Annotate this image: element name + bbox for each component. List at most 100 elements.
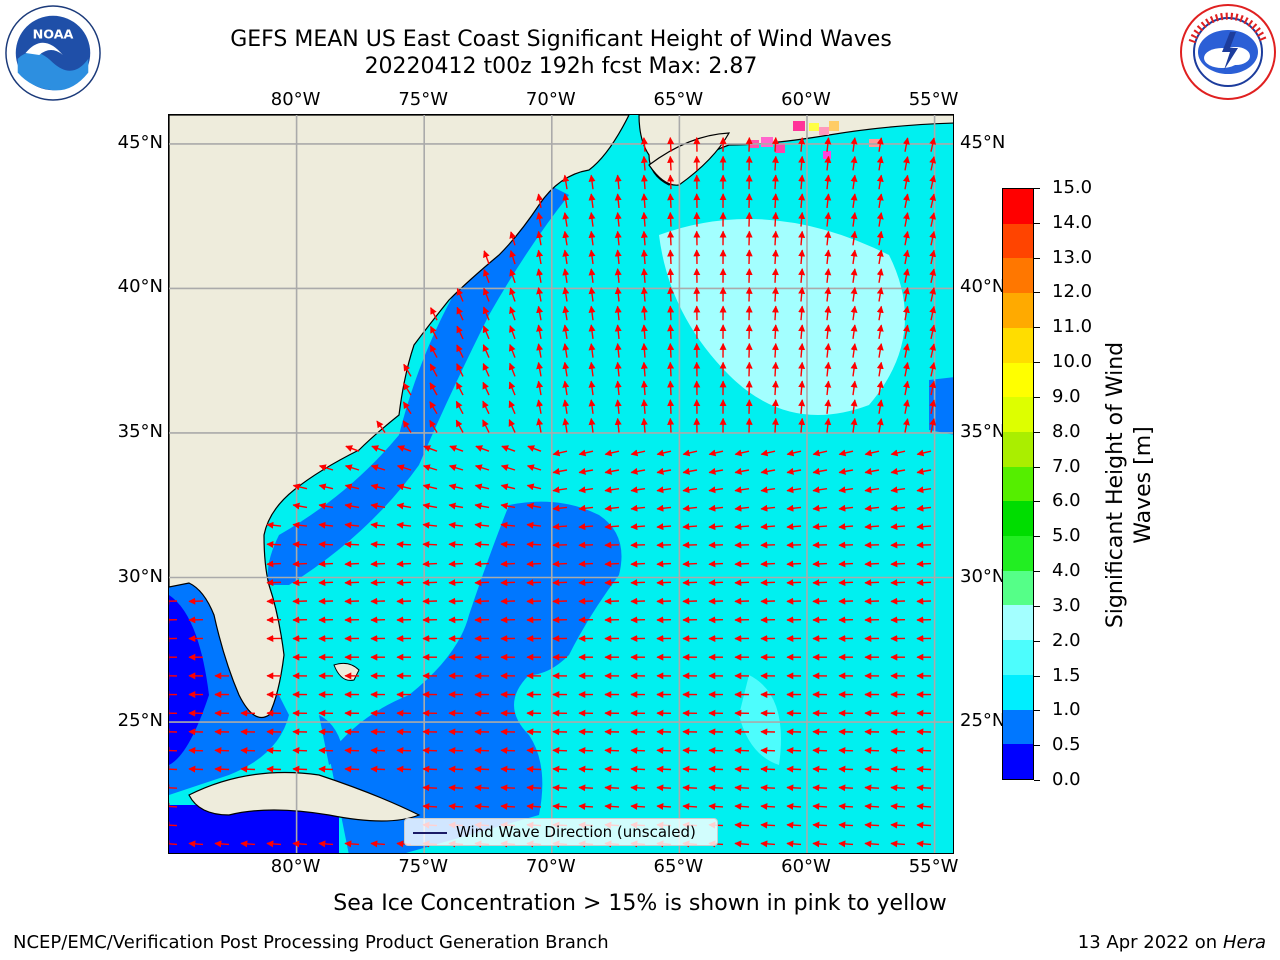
wave-direction-arrow bbox=[614, 230, 622, 246]
wave-direction-arrow bbox=[562, 174, 570, 190]
wave-direction-arrow bbox=[864, 840, 880, 848]
wave-direction-arrow bbox=[344, 840, 360, 848]
latitude-label: 40°N bbox=[117, 276, 163, 298]
wave-direction-arrow bbox=[448, 802, 464, 810]
wave-direction-arrow bbox=[640, 361, 648, 377]
wave-direction-arrow bbox=[916, 802, 932, 810]
wave-direction-arrow bbox=[430, 307, 438, 321]
legend-label: Wind Wave Direction (unscaled) bbox=[456, 823, 696, 841]
longitude-label: 70°W bbox=[525, 856, 576, 877]
colorbar-tick-label: 4.0 bbox=[1052, 560, 1081, 582]
wave-direction-arrow bbox=[562, 399, 570, 414]
wave-direction-arrow bbox=[902, 230, 910, 246]
wave-direction-arrow bbox=[640, 193, 648, 208]
colorbar-segment bbox=[1003, 744, 1033, 779]
wave-direction-arrow bbox=[508, 362, 516, 377]
wave-direction-arrow bbox=[902, 380, 910, 396]
wave-direction-arrow bbox=[812, 467, 828, 475]
wave-direction-arrow bbox=[630, 449, 646, 457]
wave-direction-arrow bbox=[890, 784, 906, 792]
wave-direction-arrow bbox=[916, 579, 932, 587]
gulf-low-wave-region bbox=[169, 575, 289, 795]
wave-direction-arrow bbox=[838, 747, 854, 755]
wave-direction-arrow bbox=[929, 212, 937, 227]
wave-direction-arrow bbox=[838, 840, 854, 848]
colorbar-tick-label: 15.0 bbox=[1052, 177, 1093, 198]
wave-direction-arrow bbox=[292, 560, 308, 568]
wave-direction-arrow bbox=[474, 747, 490, 755]
colorbar-tick bbox=[1034, 257, 1040, 259]
wave-direction-arrow bbox=[578, 747, 594, 755]
legend-line-icon bbox=[413, 832, 447, 834]
wave-direction-arrow bbox=[929, 193, 937, 209]
latitude-label: 30°N bbox=[117, 565, 163, 587]
wave-direction-arrow bbox=[734, 467, 750, 475]
colorbar-tick-label: 8.0 bbox=[1052, 420, 1081, 442]
wave-direction-arrow bbox=[812, 765, 828, 773]
wave-direction-arrow bbox=[482, 325, 490, 340]
wave-direction-arrow bbox=[656, 765, 672, 773]
wave-direction-arrow bbox=[760, 840, 776, 848]
wave-direction-arrow bbox=[667, 155, 675, 171]
wave-direction-arrow bbox=[864, 821, 880, 829]
wave-direction-arrow bbox=[786, 504, 802, 512]
wave-direction-arrow bbox=[396, 560, 412, 568]
longitude-label: 80°W bbox=[270, 89, 321, 110]
longitude-label: 80°W bbox=[270, 856, 321, 877]
wave-direction-arrow bbox=[876, 193, 884, 209]
wave-direction-arrow bbox=[838, 467, 854, 475]
wave-direction-arrow bbox=[482, 362, 490, 377]
colorbar-title: Significant Height of Wind Waves [m] bbox=[1103, 341, 1156, 629]
wave-direction-arrow bbox=[929, 399, 937, 414]
wave-direction-arrow bbox=[876, 324, 884, 340]
wave-direction-arrow bbox=[578, 467, 594, 475]
wave-direction-arrow bbox=[423, 445, 438, 452]
wave-direction-arrow bbox=[630, 467, 646, 475]
wave-direction-arrow bbox=[266, 579, 282, 587]
wave-direction-arrow bbox=[667, 399, 675, 414]
wave-direction-arrow bbox=[318, 765, 334, 773]
wave-direction-arrow bbox=[562, 212, 570, 227]
colorbar-segment bbox=[1003, 431, 1033, 467]
wave-direction-arrow bbox=[734, 765, 750, 773]
wave-height-map bbox=[168, 114, 954, 854]
wave-direction-arrow bbox=[824, 212, 832, 227]
wave-direction-arrow bbox=[448, 502, 464, 510]
wave-direction-arrow bbox=[318, 579, 334, 587]
wave-direction-arrow bbox=[344, 540, 360, 548]
wave-direction-arrow bbox=[448, 747, 464, 755]
wave-direction-arrow bbox=[812, 840, 828, 848]
wave-direction-arrow bbox=[667, 268, 675, 283]
wave-direction-arrow bbox=[562, 343, 570, 358]
wave-direction-arrow bbox=[578, 504, 594, 512]
wave-direction-arrow bbox=[640, 174, 648, 190]
wave-direction-arrow bbox=[798, 399, 806, 414]
wave-direction-arrow bbox=[656, 560, 672, 568]
wave-direction-arrow bbox=[318, 840, 334, 848]
wave-direction-arrow bbox=[656, 486, 672, 494]
wave-direction-arrow bbox=[552, 449, 568, 457]
wave-direction-arrow bbox=[536, 212, 544, 227]
wave-direction-arrow bbox=[771, 268, 779, 283]
wave-direction-arrow bbox=[824, 380, 832, 396]
wave-direction-arrow bbox=[169, 784, 178, 792]
wave-direction-arrow bbox=[344, 483, 360, 491]
wave-direction-arrow bbox=[771, 324, 779, 339]
wave-direction-arrow bbox=[456, 344, 464, 358]
wave-direction-arrow bbox=[798, 230, 806, 246]
wave-direction-arrow bbox=[824, 193, 832, 208]
wave-direction-arrow bbox=[422, 802, 438, 810]
wave-direction-arrow bbox=[344, 560, 360, 568]
wave-direction-arrow bbox=[916, 486, 932, 494]
colorbar-tick-label: 6.0 bbox=[1052, 490, 1081, 512]
wave-direction-arrow bbox=[916, 747, 932, 755]
wave-direction-arrow bbox=[292, 521, 308, 529]
colorbar-segment bbox=[1003, 536, 1033, 571]
wave-direction-arrow bbox=[864, 784, 880, 792]
longitude-label: 60°W bbox=[781, 89, 831, 110]
wave-direction-arrow bbox=[474, 483, 490, 491]
colorbar-tick-label: 0.0 bbox=[1052, 769, 1081, 790]
wave-direction-arrow bbox=[448, 765, 464, 773]
wave-direction-arrow bbox=[474, 464, 490, 472]
wave-direction-arrow bbox=[656, 579, 672, 587]
